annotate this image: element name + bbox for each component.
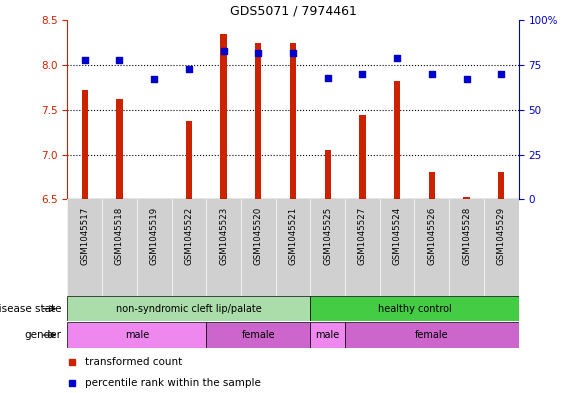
Text: male: male bbox=[125, 330, 149, 340]
Text: GSM1045529: GSM1045529 bbox=[497, 207, 506, 265]
Text: GSM1045523: GSM1045523 bbox=[219, 207, 228, 265]
Bar bbox=[311, 296, 519, 321]
Bar bbox=[117, 99, 122, 199]
Text: GSM1045517: GSM1045517 bbox=[80, 207, 89, 265]
Text: female: female bbox=[241, 330, 275, 340]
Text: non-syndromic cleft lip/palate: non-syndromic cleft lip/palate bbox=[116, 304, 262, 314]
Bar bbox=[325, 150, 331, 199]
Point bbox=[254, 50, 263, 56]
Bar bbox=[81, 90, 88, 199]
Point bbox=[149, 76, 159, 83]
Bar bbox=[67, 296, 311, 321]
Point bbox=[184, 66, 193, 72]
Text: disease state: disease state bbox=[0, 304, 62, 314]
Text: healthy control: healthy control bbox=[377, 304, 451, 314]
Bar bbox=[67, 322, 206, 348]
Point bbox=[357, 71, 367, 77]
Text: female: female bbox=[415, 330, 449, 340]
Bar bbox=[255, 43, 261, 199]
Point bbox=[462, 76, 471, 83]
Bar bbox=[429, 173, 435, 199]
Bar bbox=[359, 115, 366, 199]
Bar bbox=[464, 197, 469, 199]
Title: GDS5071 / 7974461: GDS5071 / 7974461 bbox=[230, 5, 356, 18]
Text: percentile rank within the sample: percentile rank within the sample bbox=[86, 378, 261, 387]
Text: GSM1045528: GSM1045528 bbox=[462, 207, 471, 265]
Point bbox=[288, 50, 298, 56]
Text: GSM1045525: GSM1045525 bbox=[323, 207, 332, 265]
Bar bbox=[498, 173, 505, 199]
Text: GSM1045527: GSM1045527 bbox=[358, 207, 367, 265]
Bar bbox=[206, 322, 311, 348]
Point bbox=[427, 71, 437, 77]
Point bbox=[496, 71, 506, 77]
Text: transformed count: transformed count bbox=[86, 357, 183, 367]
Point bbox=[219, 48, 229, 54]
Text: GSM1045518: GSM1045518 bbox=[115, 207, 124, 265]
Text: GSM1045522: GSM1045522 bbox=[185, 207, 193, 265]
Text: GSM1045519: GSM1045519 bbox=[149, 207, 159, 265]
Text: GSM1045526: GSM1045526 bbox=[427, 207, 437, 265]
Bar bbox=[345, 322, 519, 348]
Point bbox=[323, 75, 332, 81]
Point bbox=[393, 55, 402, 61]
Bar bbox=[186, 121, 192, 199]
Text: male: male bbox=[316, 330, 340, 340]
Bar bbox=[394, 81, 400, 199]
Point bbox=[115, 57, 124, 63]
Bar bbox=[290, 43, 296, 199]
Text: GSM1045524: GSM1045524 bbox=[393, 207, 401, 265]
Text: GSM1045520: GSM1045520 bbox=[254, 207, 263, 265]
Text: GSM1045521: GSM1045521 bbox=[288, 207, 298, 265]
Point bbox=[80, 57, 90, 63]
Text: gender: gender bbox=[25, 330, 62, 340]
Bar bbox=[220, 34, 227, 199]
Bar bbox=[311, 322, 345, 348]
